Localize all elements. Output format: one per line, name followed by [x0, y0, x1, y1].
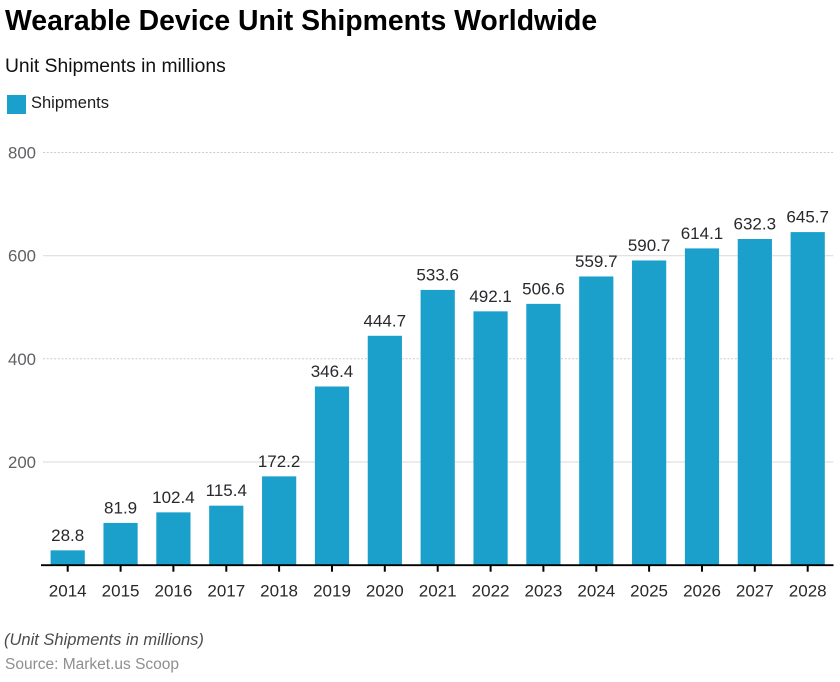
svg-text:28.8: 28.8 — [51, 526, 84, 545]
svg-text:2025: 2025 — [630, 582, 668, 601]
svg-text:2014: 2014 — [49, 582, 87, 601]
svg-text:632.3: 632.3 — [734, 215, 777, 234]
svg-text:800: 800 — [8, 144, 36, 163]
svg-text:2019: 2019 — [313, 582, 351, 601]
svg-text:590.7: 590.7 — [628, 236, 671, 255]
svg-text:2026: 2026 — [683, 582, 721, 601]
svg-text:2015: 2015 — [102, 582, 140, 601]
svg-text:102.4: 102.4 — [152, 488, 195, 507]
svg-text:2028: 2028 — [789, 582, 827, 601]
svg-text:172.2: 172.2 — [258, 452, 301, 471]
svg-text:2016: 2016 — [154, 582, 192, 601]
svg-text:2018: 2018 — [260, 582, 298, 601]
svg-text:614.1: 614.1 — [681, 224, 724, 243]
svg-text:115.4: 115.4 — [206, 481, 247, 500]
svg-text:2022: 2022 — [472, 582, 510, 601]
svg-text:492.1: 492.1 — [469, 287, 512, 306]
svg-text:2021: 2021 — [419, 582, 457, 601]
svg-text:2027: 2027 — [736, 582, 774, 601]
svg-text:200: 200 — [8, 453, 36, 472]
svg-text:600: 600 — [8, 247, 36, 266]
svg-text:2017: 2017 — [207, 582, 245, 601]
svg-text:2023: 2023 — [524, 582, 562, 601]
svg-text:559.7: 559.7 — [575, 252, 618, 271]
svg-text:346.4: 346.4 — [311, 362, 354, 381]
svg-text:2024: 2024 — [577, 582, 615, 601]
svg-text:444.7: 444.7 — [364, 311, 407, 330]
svg-text:81.9: 81.9 — [104, 499, 137, 518]
svg-text:506.6: 506.6 — [522, 279, 565, 298]
svg-text:645.7: 645.7 — [786, 208, 829, 227]
svg-text:2020: 2020 — [366, 582, 404, 601]
svg-text:533.6: 533.6 — [416, 265, 459, 284]
svg-text:400: 400 — [8, 350, 36, 369]
